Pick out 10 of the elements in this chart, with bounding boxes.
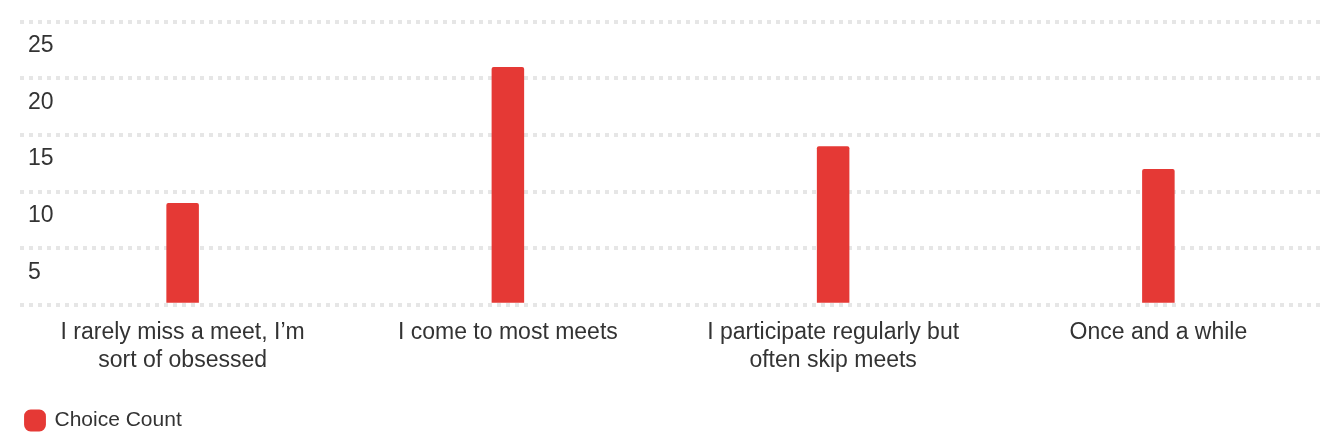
x-tick-label: Once and a while [1069,317,1248,344]
x-tick-label: I come to most meets [397,317,618,344]
y-tick-label: 25 [28,31,54,58]
x-tick-label: I rarely miss a meet, I’m sort of obsessed [60,317,305,372]
legend-label: Choice Count [54,407,182,431]
y-tick-label: 15 [28,144,54,171]
y-tick-label: 10 [28,200,54,227]
y-tick-label: 20 [28,87,54,114]
y-tick-label: 5 [28,257,41,284]
x-tick-label: I participate regularly but often skip meets [707,317,960,372]
